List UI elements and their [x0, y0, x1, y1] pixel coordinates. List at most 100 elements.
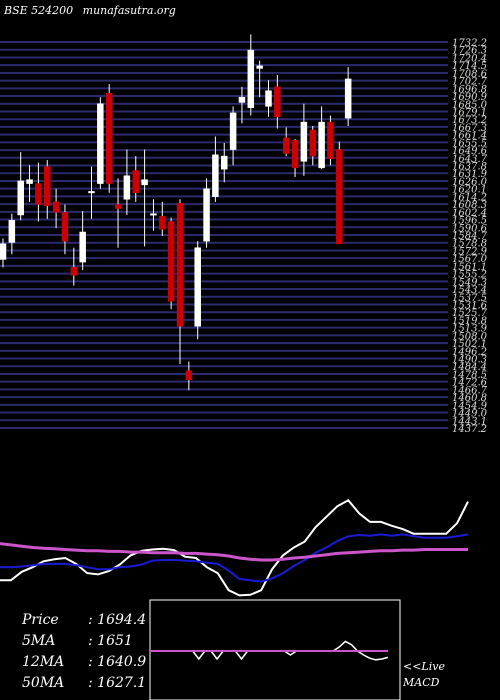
candle	[265, 80, 272, 117]
y-tick-label: 1449.0	[452, 409, 488, 420]
candle	[221, 143, 228, 183]
candle-body	[105, 93, 113, 184]
y-tick-label: 1708.6	[452, 69, 488, 80]
candle	[44, 160, 51, 219]
candle-body	[123, 175, 131, 200]
y-tick-label: 1643.7	[452, 154, 488, 165]
ma12-stat: 12MA: 1640.9	[22, 654, 147, 670]
y-tick-label: 1561.1	[452, 262, 487, 273]
candle	[256, 60, 263, 98]
candle-body	[318, 121, 325, 169]
y-tick-label: 1484.4	[452, 362, 487, 373]
candle	[238, 86, 246, 124]
stat-value: 1694.4	[97, 612, 147, 628]
moving-average-panel	[0, 499, 469, 597]
stat-label: 5MA	[22, 633, 56, 649]
y-tick-label: 1614.2	[452, 192, 487, 203]
macd-series	[150, 640, 389, 661]
stat-label: Price	[22, 612, 59, 628]
ma-short-line	[0, 499, 469, 597]
y-tick-label: 1631.9	[452, 169, 488, 180]
live-link[interactable]: <<Live	[403, 660, 445, 673]
y-tick-label: 1702.7	[452, 77, 488, 88]
candle	[344, 67, 352, 127]
price-stat: Price: 1694.4	[22, 612, 147, 628]
y-tick-label: 1726.3	[452, 46, 487, 57]
candle-body	[229, 112, 237, 150]
y-tick-label: 1519.8	[452, 316, 487, 327]
candle	[327, 115, 334, 166]
candle	[300, 103, 308, 176]
candle-body	[300, 121, 308, 162]
y-tick-label: 1460.8	[452, 393, 487, 404]
candle-body	[44, 166, 51, 207]
ma5-stat: 5MA: 1651	[22, 633, 133, 649]
candle-body	[194, 247, 201, 327]
candle-body	[52, 201, 60, 213]
candle-body	[176, 202, 184, 327]
candle	[105, 84, 113, 193]
candle	[176, 199, 184, 365]
y-tick-label: 1443.1	[452, 416, 487, 427]
y-tick-label: 1496.2	[452, 347, 487, 358]
y-tick-label: 1490.3	[452, 355, 487, 366]
candle	[282, 127, 290, 157]
ma-mid-line	[0, 533, 469, 583]
candle-body	[97, 103, 104, 184]
candle-body	[274, 86, 281, 118]
ma-long-line	[0, 542, 468, 562]
candle-body	[8, 219, 16, 243]
y-tick-label: 1655.5	[452, 138, 487, 149]
candle	[26, 165, 33, 202]
y-tick-label: 1696.8	[452, 84, 487, 95]
candle	[318, 106, 325, 170]
y-tick-label: 1714.5	[452, 61, 487, 72]
y-tick-label: 1679.1	[452, 107, 487, 118]
candle-body	[327, 121, 334, 159]
candle-body	[150, 213, 157, 216]
y-tick-label: 1513.9	[452, 324, 488, 335]
y-tick-label: 1690.9	[452, 92, 488, 103]
y-tick-label: 1537.5	[452, 293, 487, 304]
candle-body	[114, 204, 122, 209]
candle	[274, 74, 281, 129]
y-tick-label: 1596.5	[452, 216, 487, 227]
candle	[123, 149, 131, 215]
candle	[0, 238, 7, 268]
candle	[88, 166, 95, 219]
y-tick-label: 1578.8	[452, 239, 487, 250]
candle-body	[221, 155, 228, 170]
y-tick-label: 1543.4	[452, 285, 487, 296]
candle	[229, 106, 237, 166]
candle	[150, 199, 157, 231]
y-tick-label: 1584.7	[452, 231, 488, 242]
candle-body	[256, 65, 263, 69]
candle	[79, 211, 86, 270]
price-gridlines	[0, 41, 448, 429]
candle	[167, 217, 175, 310]
y-tick-label: 1732.2	[452, 38, 487, 49]
y-tick-label: 1466.7	[452, 385, 488, 396]
stat-label: 12MA	[22, 654, 65, 670]
candle	[35, 162, 42, 222]
y-tick-label: 1637.8	[452, 162, 487, 173]
candle	[291, 139, 299, 178]
candle	[70, 247, 78, 286]
candle	[185, 361, 193, 391]
stat-value: 1651	[97, 633, 133, 649]
candle-body	[282, 137, 290, 154]
y-tick-label: 1531.6	[452, 300, 488, 311]
y-tick-label: 1555.2	[452, 270, 487, 281]
candle	[203, 178, 210, 248]
candle	[97, 97, 104, 189]
stat-value: 1640.9	[97, 654, 147, 670]
y-tick-label: 1649.6	[452, 146, 488, 157]
candle	[336, 141, 343, 245]
candle	[132, 156, 139, 202]
candle-body	[132, 170, 139, 193]
y-tick-label: 1685.0	[452, 100, 488, 111]
y-tick-label: 1502.1	[452, 339, 487, 350]
chart-header: BSE 524200 munafasutra.org	[4, 4, 182, 17]
